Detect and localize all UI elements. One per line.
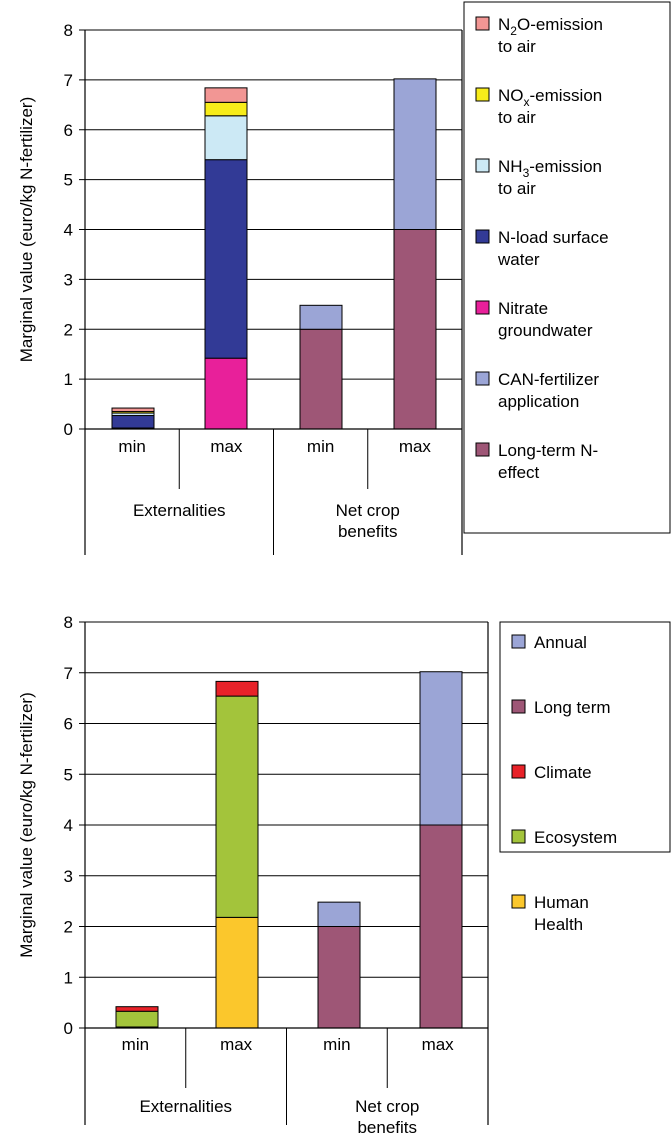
legend-swatch [511, 764, 526, 779]
x-group-label: benefits [338, 522, 398, 541]
legend-swatch [475, 442, 490, 457]
legend-label: CAN-fertilizer [498, 370, 599, 389]
y-tick-label: 3 [64, 867, 73, 886]
x-category-label: min [323, 1035, 350, 1054]
x-category-label: min [118, 437, 145, 456]
x-group-label: Net crop [336, 501, 400, 520]
x-category-label: min [307, 437, 334, 456]
bar-segment [111, 415, 155, 429]
x-category-label: max [220, 1035, 253, 1054]
legend-swatch [475, 87, 490, 102]
legend-swatch [475, 158, 490, 173]
bar-segment [204, 159, 248, 359]
bar-segment [204, 115, 248, 161]
bar-segment [215, 680, 259, 697]
legend-box [463, 1, 671, 534]
legend-label: Annual [534, 633, 587, 652]
y-tick-label: 3 [64, 270, 73, 289]
legend-label: to air [498, 179, 536, 198]
y-tick-label: 6 [64, 121, 73, 140]
legend-label: N2O-emission [498, 15, 603, 38]
legend-box [499, 621, 671, 853]
legend-swatch [511, 699, 526, 714]
legend-label: Health [534, 915, 583, 934]
legend-label: to air [498, 108, 536, 127]
bar-segment [204, 357, 248, 430]
x-group-label: Net crop [355, 1097, 419, 1116]
legend-label: water [497, 250, 540, 269]
y-tick-label: 7 [64, 664, 73, 683]
x-category-label: max [210, 437, 243, 456]
bar-segment [111, 407, 155, 413]
legend-label: application [498, 392, 579, 411]
legend-label: Human [534, 893, 589, 912]
legend-label: Nitrate [498, 299, 548, 318]
legend-swatch [511, 634, 526, 649]
bar-segment [419, 671, 463, 826]
legend-swatch [511, 894, 526, 909]
y-axis-label: Marginal value (euro/kg N-fertilizer) [17, 97, 36, 362]
legend-label: Ecosystem [534, 828, 617, 847]
legend-label: groundwater [498, 321, 593, 340]
y-tick-label: 1 [64, 968, 73, 987]
bar-segment [393, 78, 437, 230]
legend-label: NH3-emission [498, 157, 602, 180]
y-tick-label: 6 [64, 715, 73, 734]
y-tick-label: 4 [64, 816, 73, 835]
legend-swatch [475, 300, 490, 315]
bar-segment [299, 304, 343, 330]
y-tick-label: 0 [64, 1019, 73, 1038]
bar-segment [115, 1006, 159, 1012]
x-category-label: max [399, 437, 432, 456]
legend-swatch [475, 16, 490, 31]
x-group-label: benefits [357, 1118, 417, 1137]
y-tick-label: 8 [64, 21, 73, 40]
bar-segment [204, 101, 248, 117]
legend-label: Long-term N- [498, 441, 598, 460]
y-tick-label: 2 [64, 918, 73, 937]
y-tick-label: 2 [64, 320, 73, 339]
y-tick-label: 8 [64, 613, 73, 632]
bar-segment [317, 926, 361, 1029]
y-tick-label: 5 [64, 765, 73, 784]
bar-segment [215, 695, 259, 918]
y-tick-label: 0 [64, 420, 73, 439]
legend-label: Long term [534, 698, 611, 717]
bar-segment [115, 1010, 159, 1028]
bar-segment [419, 824, 463, 1029]
y-tick-label: 1 [64, 370, 73, 389]
y-tick-label: 5 [64, 171, 73, 190]
y-axis-label: Marginal value (euro/kg N-fertilizer) [17, 692, 36, 957]
bar-segment [299, 328, 343, 430]
legend-label: effect [498, 463, 540, 482]
legend-label: Climate [534, 763, 592, 782]
bar-segment [393, 229, 437, 430]
x-group-label: Externalities [133, 501, 226, 520]
bar-segment [215, 916, 259, 1029]
chart-1: 0 1 2 3 4 5 6 7 8 Marginal value (euro/kg N-ferti… [17, 1, 671, 555]
legend-swatch [511, 829, 526, 844]
x-category-label: min [122, 1035, 149, 1054]
x-category-label: max [422, 1035, 455, 1054]
legend-label: NOx-emission [498, 86, 602, 109]
legend-label: N-load surface [498, 228, 609, 247]
legend-swatch [475, 371, 490, 386]
bar-segment [317, 901, 361, 928]
y-tick-label: 4 [64, 221, 73, 240]
chart-2: 0 1 2 3 4 5 6 7 8 Marginal value (euro/kg N-ferti… [17, 613, 671, 1137]
bar-segment [204, 87, 248, 103]
y-tick-label: 7 [64, 71, 73, 90]
x-group-label: Externalities [139, 1097, 232, 1116]
legend-label: to air [498, 37, 536, 56]
legend-swatch [475, 229, 490, 244]
